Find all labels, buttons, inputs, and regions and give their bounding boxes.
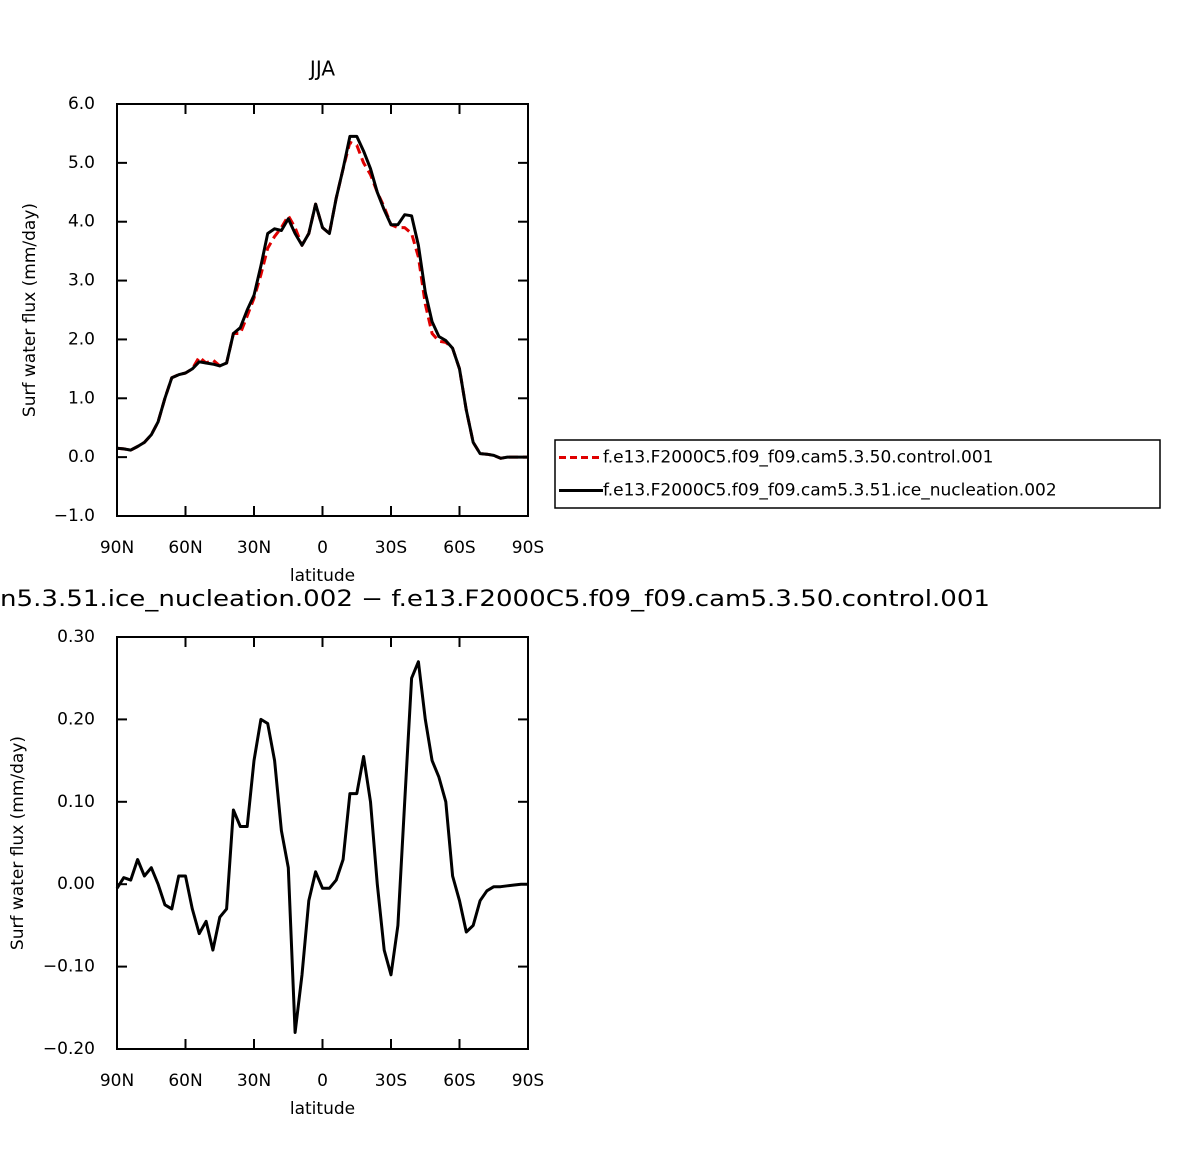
y-axis-label: Surf water flux (mm/day): [20, 203, 40, 417]
legend-label: f.e13.F2000C5.f09_f09.cam5.3.50.control.…: [603, 448, 994, 468]
x-tick-label: 90N: [100, 538, 134, 558]
x-tick-label: 30S: [375, 538, 407, 558]
y-tick-label: 1.0: [68, 388, 95, 408]
y-tick-label: −0.20: [43, 1039, 95, 1059]
y-tick-label: 0.10: [57, 792, 95, 812]
plot-frame: [116, 103, 529, 517]
x-tick-label: 30S: [375, 1071, 407, 1091]
chart-title: JJA: [308, 57, 335, 81]
x-tick-label: 90S: [512, 538, 544, 558]
y-tick-label: 0.30: [57, 627, 95, 647]
y-tick-label: 6.0: [68, 94, 95, 114]
y-axis-label: Surf water flux (mm/day): [8, 736, 28, 950]
y-tick-label: 4.0: [68, 212, 95, 232]
x-tick-label: 60N: [168, 1071, 202, 1091]
x-tick-label: 60N: [168, 538, 202, 558]
x-tick-label: 30N: [237, 1071, 271, 1091]
legend-box: [554, 439, 1161, 509]
y-tick-label: −0.10: [43, 957, 95, 977]
plot-frame: [116, 636, 529, 1050]
x-tick-label: 90N: [100, 1071, 134, 1091]
x-tick-label: 0: [317, 538, 328, 558]
y-tick-label: 5.0: [68, 153, 95, 173]
x-tick-label: 0: [317, 1071, 328, 1091]
x-tick-label: 90S: [512, 1071, 544, 1091]
chart-title: n5.3.51.ice_nucleation.002 − f.e13.F2000…: [0, 587, 990, 612]
y-tick-label: 0.20: [57, 709, 95, 729]
y-tick-label: 2.0: [68, 329, 95, 349]
legend-label: f.e13.F2000C5.f09_f09.cam5.3.51.ice_nucl…: [603, 481, 1057, 501]
y-tick-label: −1.0: [54, 506, 95, 526]
y-tick-label: 0.00: [57, 874, 95, 894]
x-tick-label: 60S: [443, 538, 475, 558]
y-tick-label: 3.0: [68, 271, 95, 291]
x-axis-label: latitude: [290, 566, 355, 586]
x-tick-label: 60S: [443, 1071, 475, 1091]
data-line: [115, 660, 528, 1034]
y-tick-label: 0.0: [68, 447, 95, 467]
x-axis-label: latitude: [290, 1099, 355, 1119]
data-line: [116, 134, 528, 460]
x-tick-label: 30N: [237, 538, 271, 558]
